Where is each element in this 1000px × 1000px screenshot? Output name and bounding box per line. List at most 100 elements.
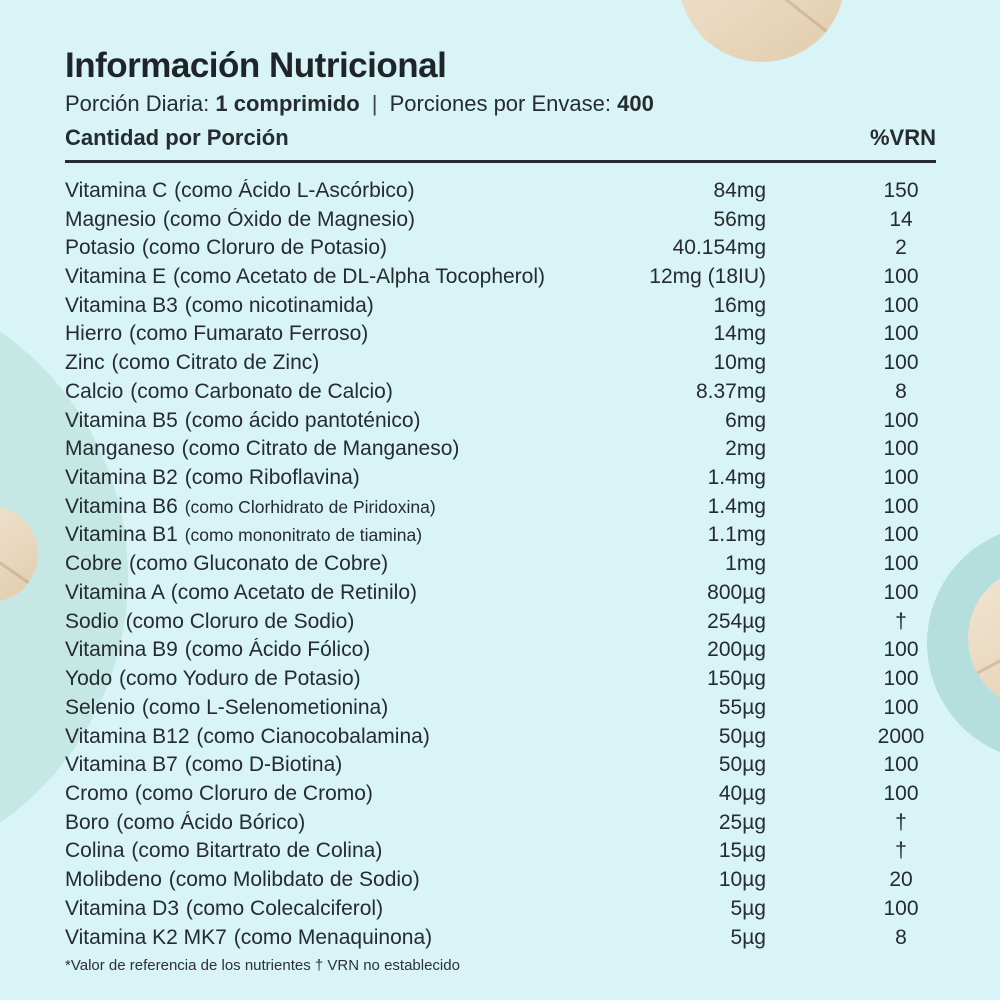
nutrient-name: Molibdeno (como Molibdato de Sodio)	[65, 868, 420, 892]
servings-per-container-value: 400	[617, 91, 654, 116]
nutrient-vrn-value: 100	[883, 265, 919, 289]
nutrient-vrn-value: †	[895, 839, 907, 863]
table-header: Cantidad por Porción %VRN	[65, 122, 936, 154]
nutrient-amount: 1.1mg	[707, 523, 766, 547]
nutrient-name: Vitamina B1 (como mononitrato de tiamina…	[65, 523, 423, 547]
nutrient-vrn-value: 100	[883, 695, 919, 719]
serving-size-value: 1 comprimido	[215, 91, 360, 116]
nutrient-name: Yodo (como Yoduro de Potasio)	[65, 667, 361, 691]
nutrient-name: Vitamina C (como Ácido L-Ascórbico)	[65, 178, 415, 202]
nutrient-amount: 16mg	[713, 293, 766, 317]
nutrient-vrn-value: 100	[883, 494, 919, 518]
table-row: Molibdeno (como Molibdato de Sodio) 10µg…	[65, 866, 936, 895]
nutrient-vrn-value: 150	[883, 178, 919, 202]
table-row: Boro (como Ácido Bórico) 25µg †	[65, 808, 936, 837]
nutrient-amount: 800µg	[707, 580, 766, 604]
serving-info: Porción Diaria: 1 comprimido | Porciones…	[65, 88, 936, 120]
serving-size-label: Porción Diaria:	[65, 91, 210, 116]
nutrient-name: Magnesio (como Óxido de Magnesio)	[65, 207, 416, 231]
amount-per-serving-header: Cantidad por Porción	[65, 125, 289, 150]
nutrient-amount: 84mg	[713, 178, 766, 202]
nutrient-name: Vitamina B5 (como ácido pantoténico)	[65, 408, 421, 432]
serving-separator: |	[371, 91, 378, 116]
nutrient-amount: 1mg	[725, 552, 766, 576]
table-row: Vitamina D3 (como Colecalciferol) 5µg 10…	[65, 894, 936, 923]
nutrient-name: Vitamina D3 (como Colecalciferol)	[65, 896, 384, 920]
nutrient-vrn-value: 100	[883, 638, 919, 662]
nutrient-vrn-value: 100	[883, 466, 919, 490]
vrn-header: %VRN	[869, 125, 936, 150]
nutrient-vrn-value: 100	[883, 322, 919, 346]
table-row: Vitamina B1 (como mononitrato de tiamina…	[65, 521, 936, 550]
nutrient-amount: 50µg	[718, 753, 766, 777]
servings-per-container-label: Porciones por Envase:	[389, 91, 611, 116]
nutrient-vrn-value: 100	[883, 580, 919, 604]
table-row: Vitamina B5 (como ácido pantoténico) 6mg…	[65, 406, 936, 435]
nutrient-name: Potasio (como Cloruro de Potasio)	[65, 236, 387, 260]
table-row: Hierro (como Fumarato Ferroso) 14mg 100	[65, 320, 936, 349]
table-row: Zinc (como Citrato de Zinc) 10mg 100	[65, 349, 936, 378]
nutrient-vrn-value: 14	[889, 207, 913, 231]
nutrient-name: Vitamina B3 (como nicotinamida)	[65, 293, 374, 317]
nutrient-name: Boro (como Ácido Bórico)	[65, 810, 306, 834]
nutrient-amount: 5µg	[730, 925, 766, 949]
nutrient-name: Vitamina B12 (como Cianocobalamina)	[65, 724, 430, 748]
nutrient-amount: 6mg	[725, 408, 766, 432]
nutrient-name: Selenio (como L-Selenometionina)	[65, 695, 389, 719]
table-row: Sodio (como Cloruro de Sodio) 254µg †	[65, 607, 936, 636]
nutrient-vrn-value: 100	[883, 552, 919, 576]
table-row: Vitamina B12 (como Cianocobalamina) 50µg…	[65, 722, 936, 751]
nutrient-amount: 254µg	[707, 609, 766, 633]
nutrient-amount: 40.154mg	[672, 236, 766, 260]
table-row: Vitamina A (como Acetato de Retinilo) 80…	[65, 579, 936, 608]
nutrient-name: Vitamina E (como Acetato de DL-Alpha Toc…	[65, 265, 546, 289]
nutrient-amount: 14mg	[713, 322, 766, 346]
nutrient-amount: 2mg	[725, 437, 766, 461]
nutrient-amount: 56mg	[713, 207, 766, 231]
nutrient-vrn-value: 100	[883, 351, 919, 375]
footnote: *Valor de referencia de los nutrientes †…	[65, 956, 460, 974]
nutrient-name: Vitamina A (como Acetato de Retinilo)	[65, 580, 417, 604]
nutrient-name: Hierro (como Fumarato Ferroso)	[65, 322, 369, 346]
nutrient-amount: 55µg	[718, 695, 766, 719]
table-row: Cromo (como Cloruro de Cromo) 40µg 100	[65, 780, 936, 809]
nutrient-amount: 8.37mg	[695, 379, 766, 403]
nutrient-amount: 10µg	[718, 868, 766, 892]
nutrient-vrn-value: 100	[883, 293, 919, 317]
table-row: Colina (como Bitartrato de Colina) 15µg …	[65, 837, 936, 866]
nutrient-vrn-value: 100	[883, 408, 919, 432]
nutrient-name: Manganeso (como Citrato de Manganeso)	[65, 437, 460, 461]
nutrient-vrn-value: 8	[895, 925, 907, 949]
table-row: Vitamina B6 (como Clorhidrato de Piridox…	[65, 492, 936, 521]
nutrient-vrn-value: †	[895, 609, 907, 633]
nutrient-name: Vitamina B6 (como Clorhidrato de Piridox…	[65, 494, 436, 518]
nutrition-table-body: Vitamina C (como Ácido L-Ascórbico) 84mg…	[65, 177, 936, 952]
nutrient-name: Calcio (como Carbonato de Calcio)	[65, 379, 393, 403]
nutrient-amount: 50µg	[718, 724, 766, 748]
table-row: Vitamina K2 MK7 (como Menaquinona) 5µg 8	[65, 923, 936, 952]
label-content: Información Nutricional Porción Diaria: …	[65, 46, 936, 974]
nutrient-vrn-value: 100	[883, 437, 919, 461]
nutrient-vrn-value: 100	[883, 781, 919, 805]
nutrient-amount: 15µg	[718, 839, 766, 863]
nutrient-amount: 25µg	[718, 810, 766, 834]
table-row: Vitamina C (como Ácido L-Ascórbico) 84mg…	[65, 177, 936, 206]
nutrient-vrn-value: 2	[895, 236, 907, 260]
table-row: Potasio (como Cloruro de Potasio) 40.154…	[65, 234, 936, 263]
nutrient-vrn-value: 8	[895, 379, 907, 403]
nutrient-amount: 5µg	[730, 896, 766, 920]
page-title: Información Nutricional	[65, 46, 447, 85]
nutrient-name: Vitamina B7 (como D-Biotina)	[65, 753, 343, 777]
nutrient-name: Vitamina K2 MK7 (como Menaquinona)	[65, 925, 433, 949]
nutrient-vrn-value: 100	[883, 753, 919, 777]
nutrient-name: Zinc (como Citrato de Zinc)	[65, 351, 320, 375]
nutrient-vrn-value: 100	[883, 667, 919, 691]
nutrient-amount: 40µg	[718, 781, 766, 805]
table-row: Vitamina B3 (como nicotinamida) 16mg 100	[65, 291, 936, 320]
table-row: Vitamina B2 (como Riboflavina) 1.4mg 100	[65, 464, 936, 493]
nutrient-name: Vitamina B2 (como Riboflavina)	[65, 466, 360, 490]
nutrient-name: Vitamina B9 (como Ácido Fólico)	[65, 638, 371, 662]
nutrient-amount: 150µg	[707, 667, 766, 691]
table-row: Yodo (como Yoduro de Potasio) 150µg 100	[65, 665, 936, 694]
